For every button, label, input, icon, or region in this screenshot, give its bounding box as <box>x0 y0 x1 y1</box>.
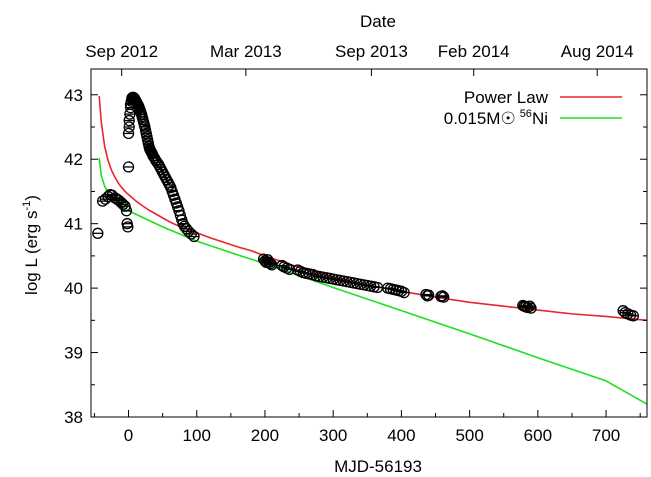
top-axis-title: Date <box>360 12 396 31</box>
x-tick-label: 500 <box>455 426 483 445</box>
axes-layer: 0 100 200 300 400 500 600 700 38 39 40 41 42 43 Sep 20… <box>64 42 648 445</box>
data-layer <box>92 91 647 405</box>
top-tick-label: Mar 2013 <box>210 42 282 61</box>
y-axis-title-close: ) <box>22 195 41 201</box>
legend: Power Law 0.015M☉ 56Ni <box>444 88 622 128</box>
y-axis-title: log L (erg s-1) <box>21 195 41 295</box>
top-tick-label: Feb 2014 <box>438 42 510 61</box>
nickel-decay-curve <box>98 157 647 405</box>
plot-border <box>90 68 648 418</box>
y-tick-label: 43 <box>64 86 83 105</box>
y-tick-label: 41 <box>64 215 83 234</box>
y-axis-title-sup: -1 <box>21 201 33 211</box>
x-tick-label: 0 <box>124 426 133 445</box>
y-tick-label: 38 <box>64 408 83 427</box>
legend-nickel-sup: 56 <box>520 108 532 120</box>
top-tick-label: Aug 2014 <box>561 42 634 61</box>
legend-nickel-pre: 0.015M <box>444 109 501 128</box>
legend-nickel-post: Ni <box>532 109 548 128</box>
y-tick-label: 39 <box>64 344 83 363</box>
x-tick-label: 100 <box>183 426 211 445</box>
y-tick-label: 42 <box>64 150 83 169</box>
x-tick-label: 600 <box>524 426 552 445</box>
x-tick-label: 700 <box>592 426 620 445</box>
top-tick-label: Sep 2012 <box>85 42 158 61</box>
legend-nickel-sym: ☉ <box>500 109 515 128</box>
top-tick-label: Sep 2013 <box>335 42 408 61</box>
legend-label-nickel: 0.015M☉ 56Ni <box>444 108 548 128</box>
x-tick-label: 300 <box>319 426 347 445</box>
x-tick-label: 400 <box>387 426 415 445</box>
y-tick-label: 40 <box>64 279 83 298</box>
legend-label-power-law: Power Law <box>464 88 549 107</box>
x-axis-title: MJD-56193 <box>334 457 422 476</box>
x-tick-label: 200 <box>251 426 279 445</box>
y-axis-title-main: log L (erg s <box>22 211 41 295</box>
